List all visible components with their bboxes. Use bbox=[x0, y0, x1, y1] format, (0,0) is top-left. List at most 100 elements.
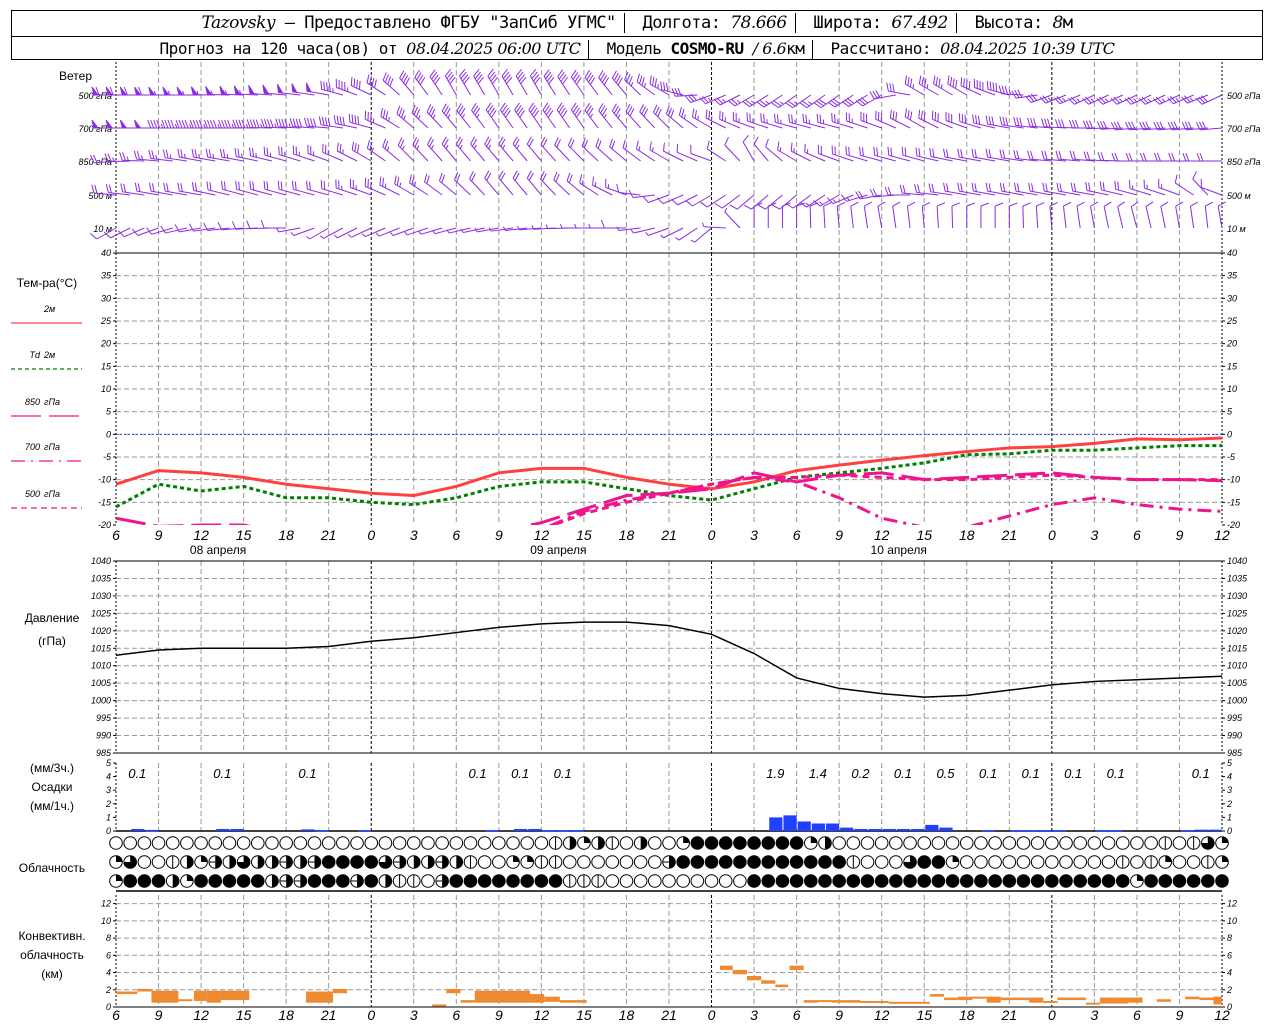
barb-staff bbox=[250, 155, 273, 162]
barb-staff bbox=[1058, 158, 1081, 162]
barb-feather bbox=[1145, 121, 1150, 130]
convective-bar bbox=[803, 1000, 818, 1003]
barb-feather bbox=[1169, 96, 1177, 103]
wind-barb bbox=[579, 174, 599, 196]
cloud-symbol-okta-5 bbox=[392, 855, 407, 869]
cloud-symbol-okta-0 bbox=[591, 855, 605, 869]
cloud-circle bbox=[1186, 874, 1201, 888]
barb-feather bbox=[443, 105, 449, 114]
barb-staff bbox=[663, 227, 684, 239]
time-tick-label-bottom: 3 bbox=[410, 1007, 418, 1023]
cloud-circle bbox=[1158, 874, 1173, 888]
y-tick-label-right: 1040 bbox=[1227, 556, 1247, 566]
wind-barb bbox=[1195, 121, 1223, 131]
cloud-circle bbox=[463, 874, 478, 888]
cloud-symbol-okta-2 bbox=[180, 874, 194, 888]
barb-feather bbox=[546, 74, 553, 82]
barb-feather bbox=[374, 79, 377, 88]
cloud-fill bbox=[1165, 855, 1172, 862]
wind-barb bbox=[804, 143, 826, 162]
barb-staff bbox=[137, 227, 159, 236]
barb-feather bbox=[1002, 116, 1006, 126]
wind-barb bbox=[429, 69, 443, 96]
barb-half-feather bbox=[319, 235, 324, 239]
barb-staff bbox=[1175, 206, 1180, 229]
barb-half-feather bbox=[333, 234, 338, 239]
barb-feather bbox=[763, 113, 765, 123]
barb-feather bbox=[1096, 121, 1102, 130]
barb-feather bbox=[1013, 182, 1017, 192]
cloud-circle bbox=[832, 836, 846, 850]
barb-feather bbox=[455, 136, 461, 145]
cloud-symbol-okta-8 bbox=[775, 874, 790, 888]
barb-half-feather bbox=[414, 181, 417, 187]
convective-title-2: облачность bbox=[20, 948, 84, 962]
barb-staff bbox=[848, 94, 868, 107]
cloud-symbol-okta-0 bbox=[874, 855, 889, 869]
barb-half-feather bbox=[432, 229, 436, 234]
barb-feather bbox=[743, 204, 752, 210]
barb-feather bbox=[649, 75, 652, 85]
barb-feather bbox=[613, 105, 619, 114]
cloud-symbol-okta-8 bbox=[1215, 874, 1229, 888]
barb-feather bbox=[263, 146, 266, 156]
barb-staff bbox=[707, 148, 726, 162]
barb-half-feather bbox=[431, 145, 434, 150]
y-tick-label-left: 10 bbox=[101, 916, 111, 926]
barb-feather bbox=[191, 148, 195, 158]
barb-staff bbox=[806, 194, 826, 208]
barb-staff bbox=[888, 90, 911, 96]
time-tick-label-bottom: 21 bbox=[660, 1007, 677, 1023]
cloud-circle bbox=[577, 855, 591, 869]
barb-feather bbox=[999, 149, 1003, 158]
cloud-symbol-okta-8 bbox=[761, 874, 776, 888]
cloud-circle bbox=[818, 855, 832, 869]
barb-feather bbox=[641, 106, 646, 115]
wind-barb bbox=[570, 102, 585, 129]
barb-feather bbox=[238, 181, 240, 191]
barb-feather bbox=[977, 115, 981, 125]
cloud-symbol-okta-8 bbox=[307, 874, 322, 888]
cloud-circle bbox=[336, 855, 350, 869]
barb-feather bbox=[512, 136, 518, 145]
wind-barb bbox=[652, 104, 670, 129]
cloud-fill bbox=[413, 855, 421, 869]
y-tick-label-right: 990 bbox=[1227, 731, 1242, 741]
barb-staff bbox=[351, 149, 372, 162]
barb-staff bbox=[526, 177, 542, 196]
barb-feather bbox=[489, 107, 495, 116]
wind-barb bbox=[690, 227, 712, 243]
barb-feather bbox=[961, 113, 964, 123]
barb-feather bbox=[503, 71, 510, 79]
barb-feather bbox=[177, 148, 180, 158]
barb-feather bbox=[922, 201, 931, 207]
cloud-circle bbox=[1172, 855, 1187, 869]
barb-half-feather bbox=[652, 147, 654, 152]
time-tick-label-bottom: 6 bbox=[452, 1007, 460, 1023]
cloud-circle bbox=[889, 836, 903, 850]
cloud-circle bbox=[1045, 836, 1059, 850]
barb-feather bbox=[757, 204, 766, 210]
wind-barb bbox=[1125, 121, 1152, 131]
cloud-circle bbox=[1016, 855, 1031, 869]
wind-level-label-left: 850 гПа bbox=[79, 157, 112, 167]
barb-half-feather bbox=[1047, 97, 1052, 102]
time-tick-label-bottom: 6 bbox=[112, 1007, 120, 1023]
cloud-fill bbox=[640, 836, 647, 850]
cloud-symbol-okta-0 bbox=[917, 836, 932, 850]
wind-barb bbox=[928, 183, 953, 196]
barb-feather bbox=[921, 76, 924, 86]
cloud-circle bbox=[690, 874, 705, 888]
y-tick-label-right: 20 bbox=[1226, 339, 1237, 349]
barb-staff bbox=[959, 121, 982, 129]
cloud-symbol-okta-2 bbox=[577, 836, 591, 850]
wind-barb bbox=[262, 84, 287, 96]
wind-barb bbox=[649, 75, 670, 96]
barb-feather bbox=[105, 184, 109, 193]
cloud-circle bbox=[194, 836, 208, 850]
cloud-circle bbox=[860, 874, 875, 888]
barb-feather bbox=[1110, 97, 1118, 105]
barb-feather bbox=[974, 183, 977, 192]
y-tick-label-right: 5 bbox=[1227, 758, 1233, 768]
barb-feather bbox=[627, 106, 633, 115]
